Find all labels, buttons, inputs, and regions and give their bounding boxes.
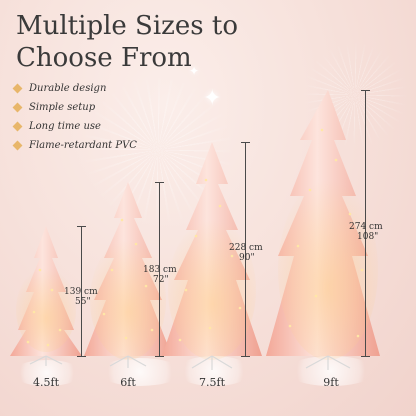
feature-item: Simple setup [12, 98, 137, 117]
sparkle-icon: ✦ [189, 64, 200, 78]
size-label-6ft: 6ft [120, 376, 136, 389]
height-label: 228 cm 90" [229, 243, 263, 263]
feature-item: Long time use [12, 117, 137, 136]
tree-6ft [84, 182, 172, 368]
tree-stand [191, 355, 233, 370]
height-inch: 108" [357, 232, 379, 242]
height-inch: 55" [75, 297, 91, 307]
title-line-1: Multiple Sizes to [16, 11, 238, 41]
feature-label: Long time use [29, 121, 101, 132]
height-label: 139 cm 55" [64, 287, 98, 307]
tree-light-glow [168, 220, 256, 360]
sparkle-icon: ✦ [203, 86, 222, 111]
size-label-4-5ft: 4.5ft [33, 376, 59, 389]
height-inch: 72" [153, 275, 169, 285]
tree-stand [305, 355, 351, 370]
tree-9ft [266, 90, 380, 370]
feature-item: Durable design [12, 79, 137, 98]
height-cm: 183 cm [143, 265, 177, 275]
tree-stand [109, 355, 147, 368]
page-title: Multiple Sizes to Choose From [16, 10, 238, 74]
height-label: 183 cm 72" [143, 265, 177, 285]
feature-list: Durable design Simple setup Long time us… [12, 79, 137, 155]
floor-glow [286, 356, 376, 386]
height-cm: 139 cm [64, 287, 98, 297]
title-line-2: Choose From [16, 43, 192, 73]
size-label-7-5ft: 7.5ft [199, 376, 225, 389]
floor-glow [12, 360, 82, 386]
height-label: 274 cm 108" [349, 222, 383, 242]
height-cm: 274 cm [349, 222, 383, 232]
height-inch: 90" [239, 253, 255, 263]
tree-light-glow [90, 240, 166, 360]
tree-4-5ft [10, 226, 82, 366]
feature-item: Flame-retardant PVC [12, 136, 137, 155]
feature-label: Durable design [29, 83, 107, 94]
floor-glow [176, 356, 252, 386]
tree-7-5ft [162, 142, 262, 370]
feature-label: Simple setup [29, 102, 96, 113]
size-label-9ft: 9ft [323, 376, 339, 389]
fairy-lights [26, 128, 364, 347]
height-cm: 228 cm [229, 243, 263, 253]
feature-label: Flame-retardant PVC [29, 140, 137, 151]
tree-light-glow [16, 268, 76, 352]
tree-stand [29, 355, 63, 366]
tree-light-glow [278, 180, 378, 360]
